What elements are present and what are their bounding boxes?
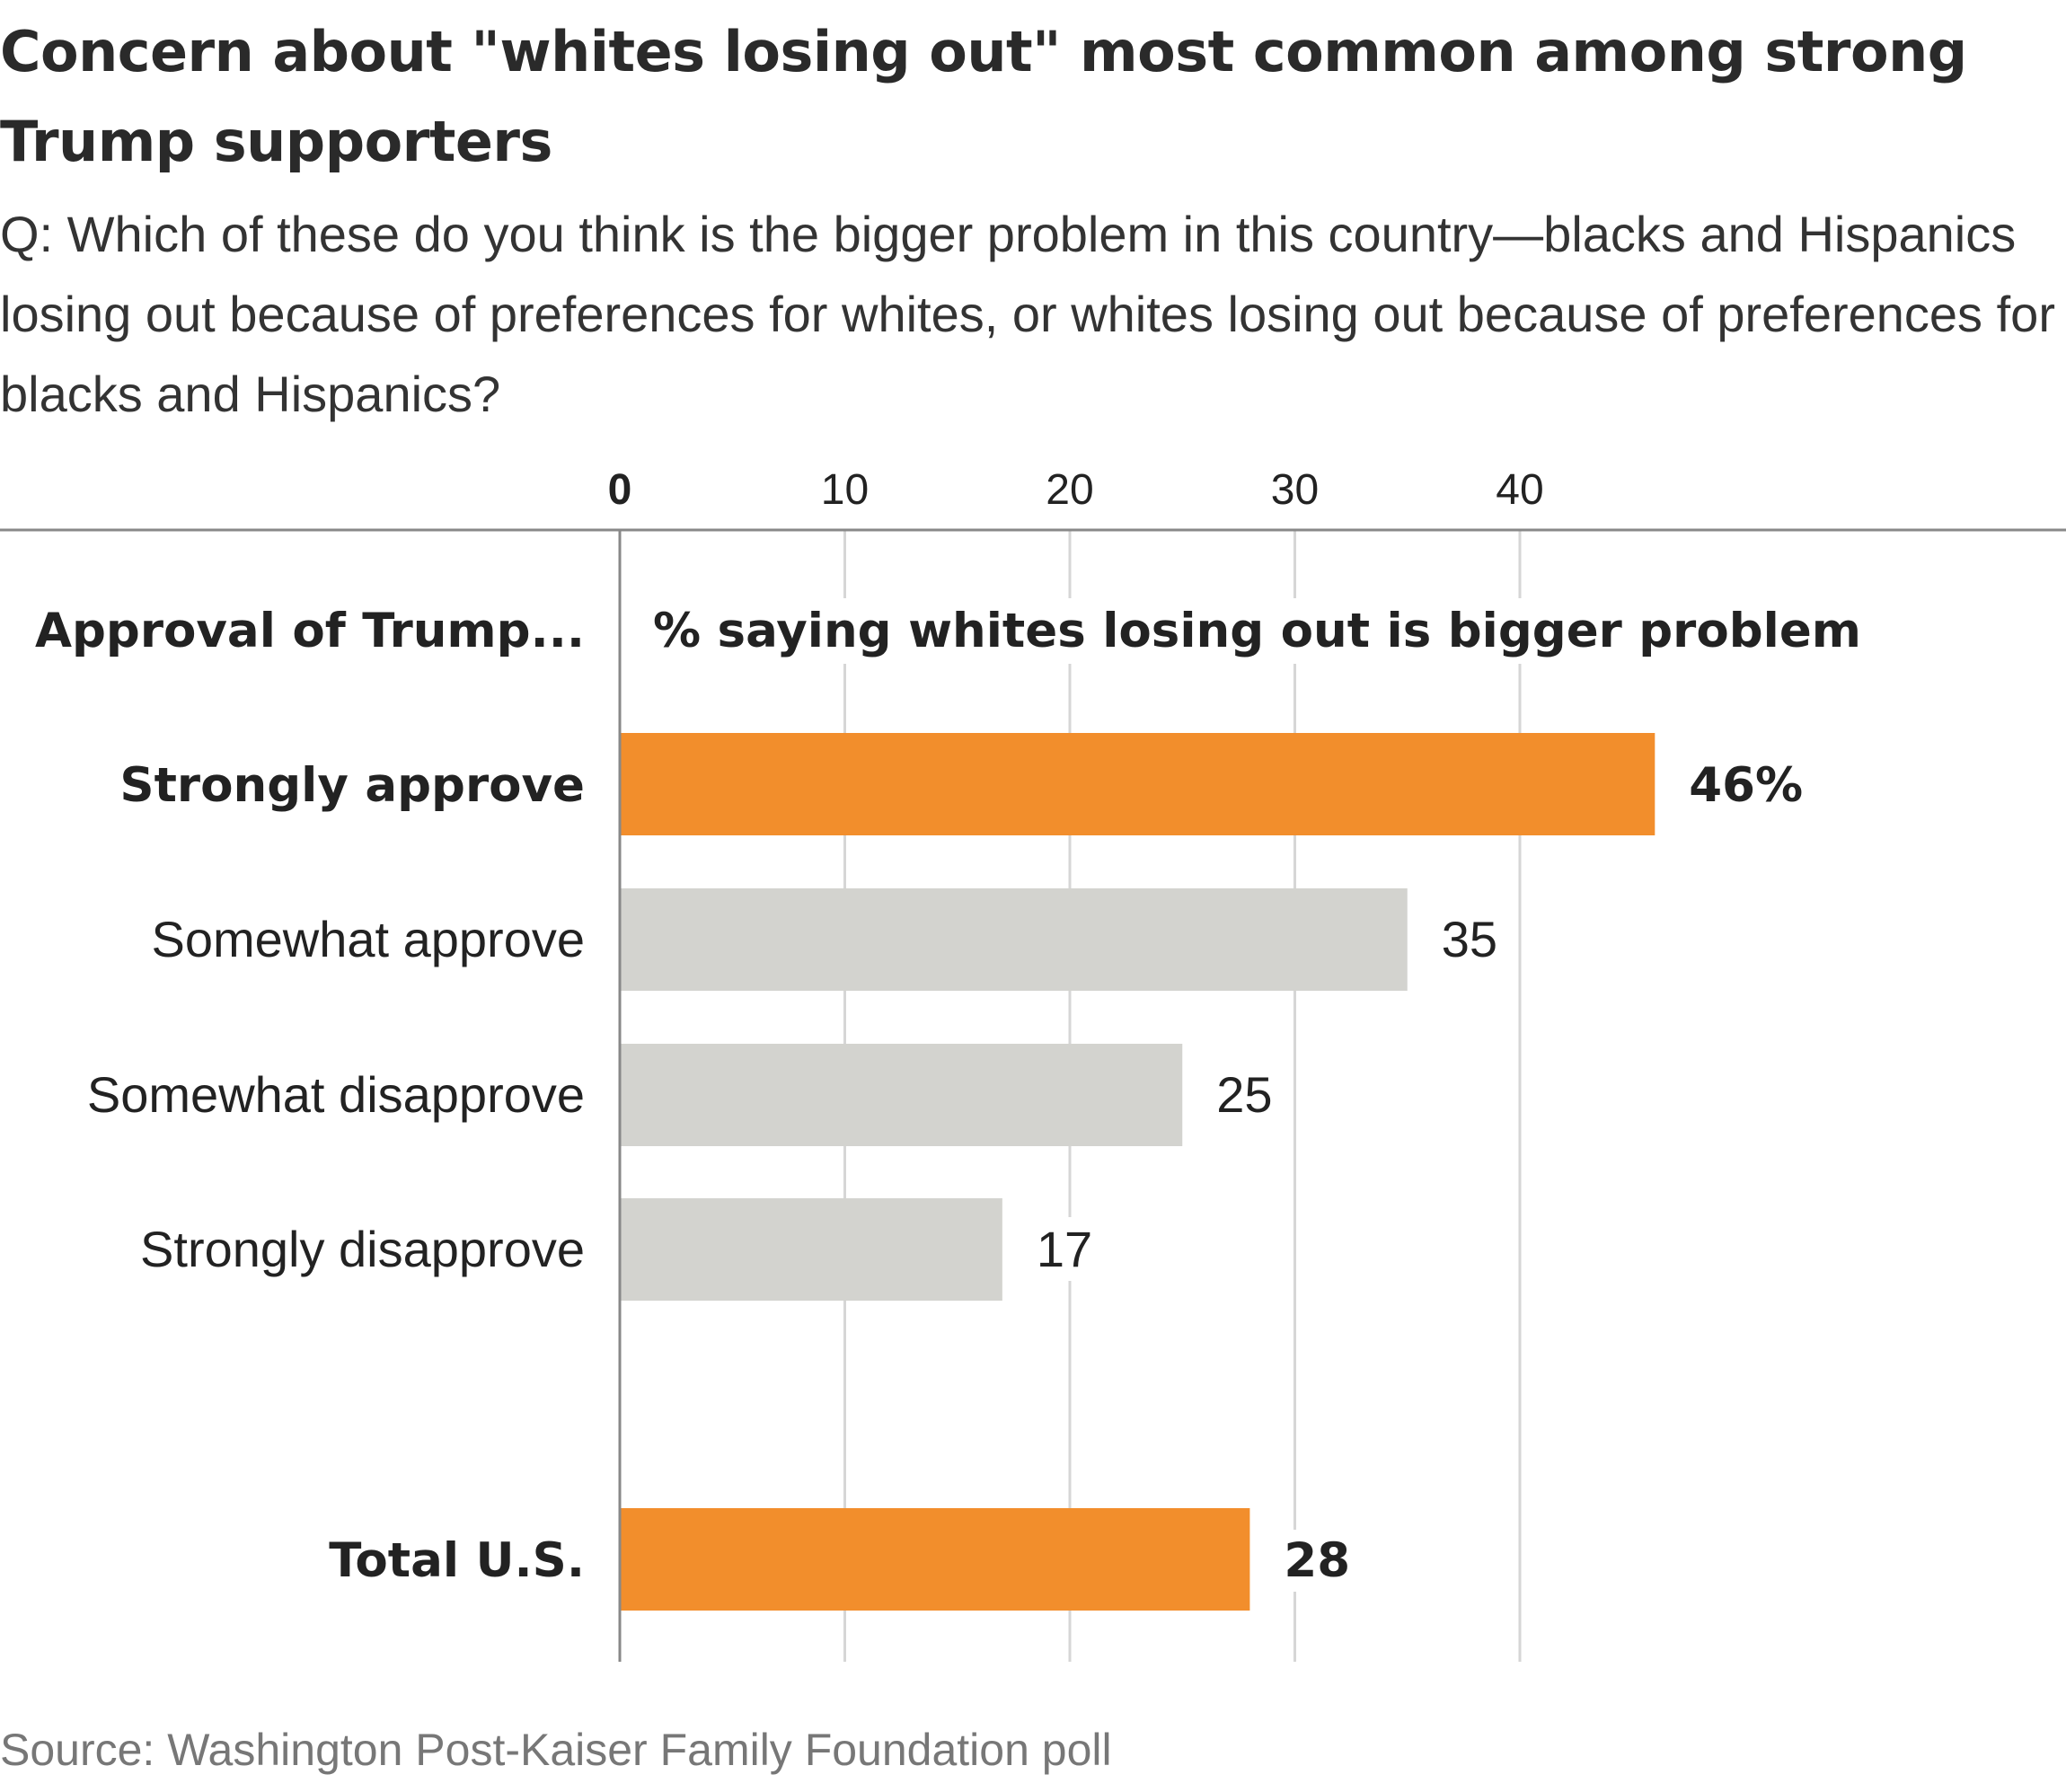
- value-label-backing: [1027, 1217, 1102, 1281]
- x-tick-label: 30: [1271, 466, 1319, 514]
- x-tick-label: 20: [1046, 466, 1093, 514]
- chart-subtitle: Q: Which of these do you think is the bi…: [0, 206, 2055, 422]
- category-label: Strongly approve: [119, 758, 585, 813]
- value-label-backing: [1207, 1063, 1282, 1126]
- source-note: Source: Washington Post-Kaiser Family Fo…: [0, 1725, 1112, 1775]
- bar-somewhat-approve: [620, 888, 1408, 991]
- value-label-backing: [1275, 1530, 1360, 1592]
- value-header-backing: [642, 598, 1873, 664]
- column-headers: Approval of Trump... % saying whites losi…: [35, 598, 1873, 664]
- value-label-backing: [1432, 907, 1507, 971]
- bar-total-u-s: [620, 1508, 1250, 1611]
- bar-strongly-disapprove: [620, 1198, 1002, 1301]
- category-header: Approval of Trump...: [35, 604, 585, 658]
- x-tick-label: 40: [1496, 466, 1543, 514]
- bar-somewhat-disapprove: [620, 1044, 1183, 1146]
- category-label: Somewhat disapprove: [87, 1066, 585, 1123]
- bars: Strongly approve 46% Somewhat approve 35 Som…: [87, 733, 1813, 1611]
- category-label: Somewhat approve: [151, 911, 585, 967]
- value-label: 28: [1284, 1533, 1350, 1588]
- value-label: 17: [1037, 1221, 1092, 1277]
- category-label: Strongly disapprove: [140, 1221, 585, 1277]
- x-tick-label: 10: [821, 466, 869, 514]
- bar-strongly-approve: [620, 733, 1655, 835]
- value-header: % saying whites losing out is bigger pro…: [653, 604, 1861, 658]
- value-label: 35: [1442, 911, 1497, 967]
- value-label: 25: [1216, 1066, 1272, 1123]
- value-label: 46%: [1689, 758, 1803, 813]
- value-label-backing: [1680, 755, 1813, 817]
- chart-title: Concern about "whites losing out" most c…: [0, 19, 1967, 174]
- x-axis-ticks: 0 10 20 30 40: [608, 466, 1544, 514]
- axes: [0, 528, 2066, 1662]
- category-label: Total U.S.: [329, 1533, 585, 1588]
- x-tick-label: 0: [608, 466, 632, 514]
